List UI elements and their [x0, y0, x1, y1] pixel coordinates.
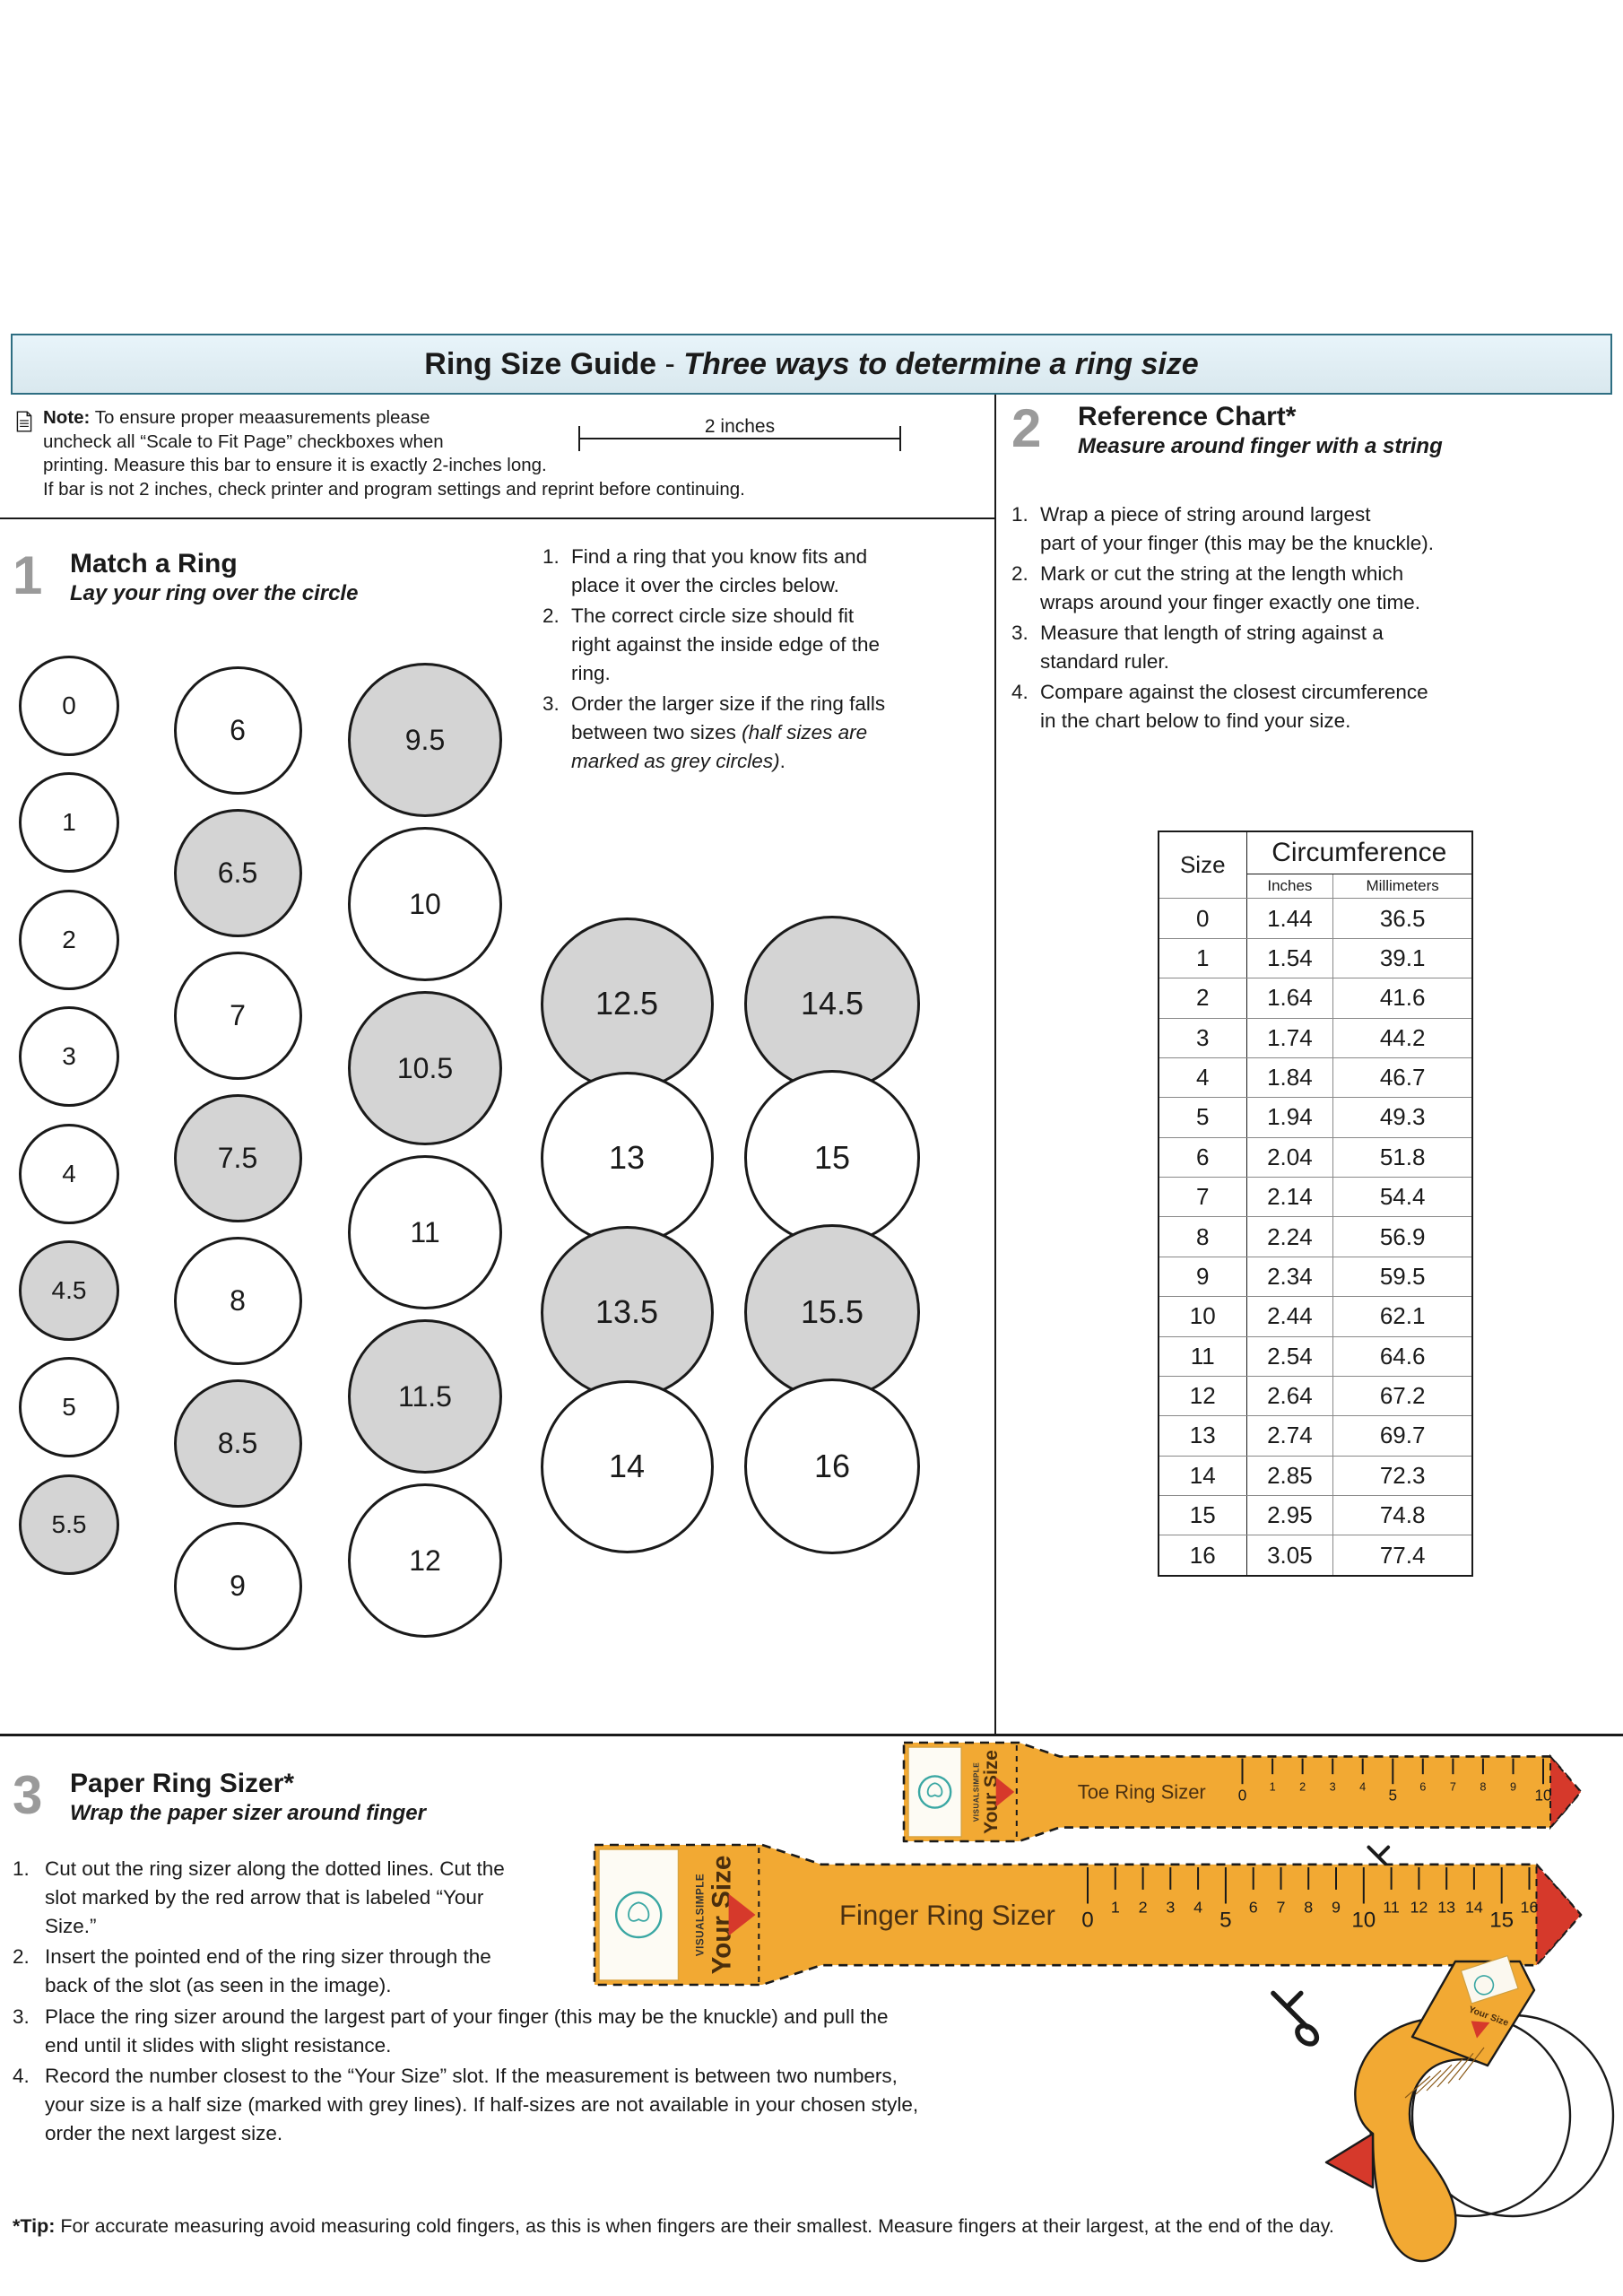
svg-text:10: 10: [1534, 1787, 1551, 1804]
svg-text:9: 9: [1510, 1780, 1516, 1793]
svg-text:Finger Ring Sizer: Finger Ring Sizer: [839, 1900, 1055, 1931]
svg-text:Toe Ring Sizer: Toe Ring Sizer: [1078, 1781, 1206, 1804]
svg-text:15: 15: [1489, 1908, 1514, 1932]
svg-text:1: 1: [1111, 1899, 1120, 1917]
svg-text:0: 0: [1238, 1787, 1247, 1804]
svg-text:5: 5: [1389, 1787, 1398, 1804]
svg-text:13: 13: [1437, 1899, 1455, 1917]
svg-text:Your Size: Your Size: [981, 1750, 1002, 1834]
svg-text:9: 9: [1332, 1899, 1341, 1917]
svg-text:5: 5: [1219, 1908, 1231, 1932]
svg-text:6: 6: [1419, 1780, 1426, 1793]
svg-text:2: 2: [1139, 1899, 1148, 1917]
svg-text:6: 6: [1249, 1899, 1258, 1917]
svg-text:1: 1: [1270, 1780, 1276, 1793]
svg-text:4: 4: [1193, 1899, 1202, 1917]
svg-text:VISUALSIMPLE: VISUALSIMPLE: [972, 1762, 980, 1822]
svg-text:14: 14: [1465, 1899, 1483, 1917]
svg-text:3: 3: [1330, 1780, 1336, 1793]
svg-text:8: 8: [1480, 1780, 1486, 1793]
svg-text:16: 16: [1521, 1899, 1539, 1917]
svg-text:3: 3: [1166, 1899, 1175, 1917]
svg-text:11: 11: [1383, 1899, 1400, 1917]
svg-text:0: 0: [1081, 1908, 1093, 1932]
svg-text:4: 4: [1359, 1780, 1366, 1793]
svg-text:12: 12: [1410, 1899, 1428, 1917]
svg-text:8: 8: [1304, 1899, 1313, 1917]
svg-text:2: 2: [1299, 1780, 1306, 1793]
svg-text:10: 10: [1351, 1908, 1376, 1932]
svg-text:7: 7: [1450, 1780, 1456, 1793]
svg-text:7: 7: [1277, 1899, 1286, 1917]
